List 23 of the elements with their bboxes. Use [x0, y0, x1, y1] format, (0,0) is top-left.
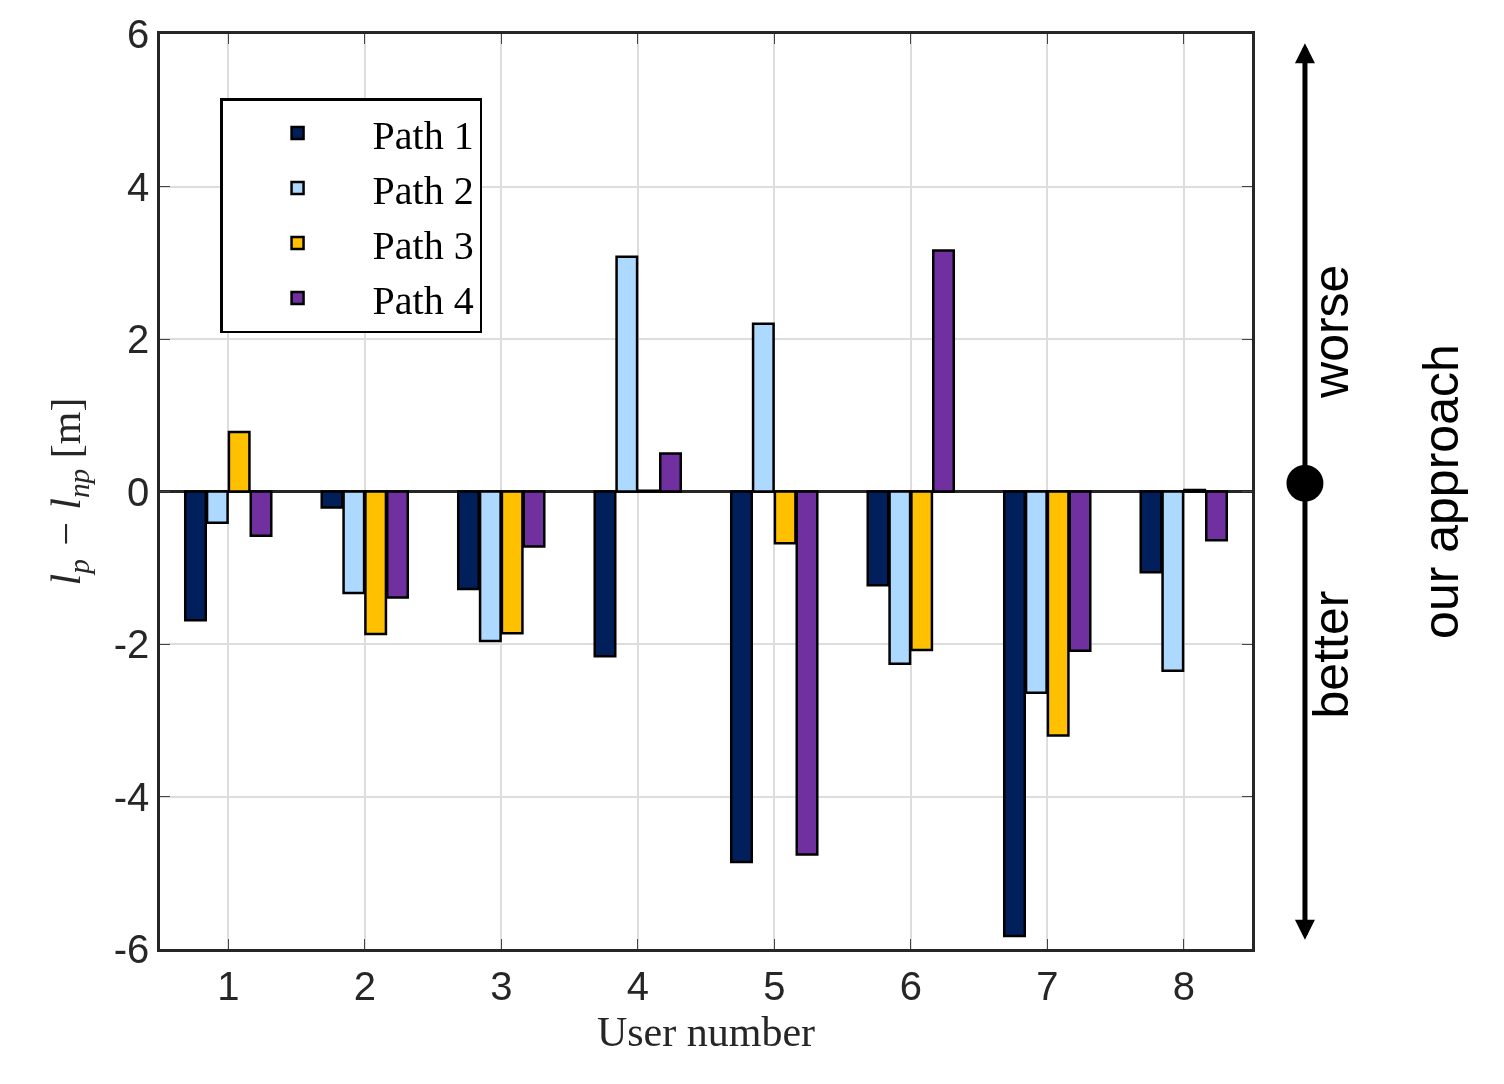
legend-label: Path 1 [372, 112, 474, 158]
y-tick-label: 0 [127, 469, 150, 514]
x-tick-label: 3 [490, 963, 513, 1008]
text: better [1302, 590, 1359, 719]
legend-label: Path 3 [372, 222, 474, 268]
x-axis-title: User number [596, 1008, 816, 1055]
x-tick-label: 6 [899, 963, 922, 1008]
text: worse [1303, 264, 1360, 399]
legend-label: Path 4 [372, 277, 474, 323]
x-tick-label: 8 [1172, 963, 1195, 1008]
y-tick-label: 4 [127, 164, 150, 209]
y-tick-label: 2 [127, 317, 150, 361]
legend-label: Path 2 [372, 167, 474, 213]
x-tick-label: 1 [217, 963, 240, 1008]
text: our approach [1412, 344, 1469, 639]
y-tick-label: -2 [113, 622, 150, 666]
y-tick-label: -6 [113, 927, 150, 971]
y-tick-label: 6 [127, 12, 150, 56]
x-tick-label: 2 [353, 963, 376, 1008]
x-tick-label: 4 [626, 963, 649, 1008]
x-tick-label: 7 [1036, 963, 1059, 1008]
x-tick-label: 5 [763, 963, 786, 1008]
y-tick-label: -4 [113, 774, 150, 819]
